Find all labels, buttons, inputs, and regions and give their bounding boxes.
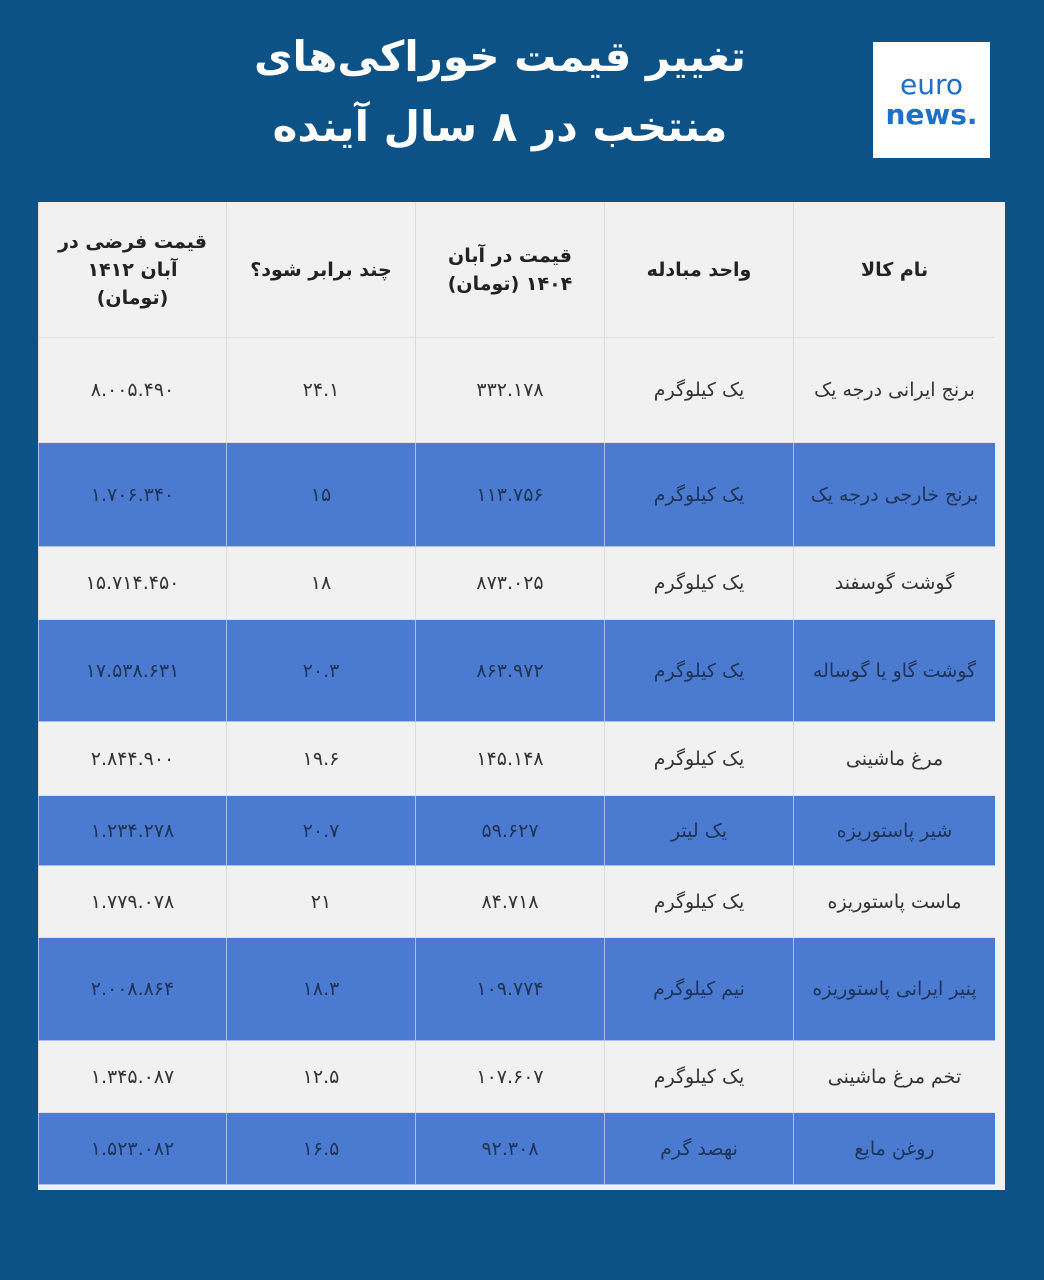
cell-product-name: برنج ایرانی درجه یک xyxy=(793,338,995,443)
cell-product-name: گوشت گاو یا گوساله xyxy=(793,620,995,722)
cell-price-1412: ۱۷.۵۳۸.۶۳۱ xyxy=(38,620,226,722)
table-row: شیر پاستوریزه یک لیتر ۵۹.۶۲۷ ۲۰.۷ ۱.۲۳۴.۲۷۸ xyxy=(38,796,995,866)
cell-price-1404: ۱۰۹.۷۷۴ xyxy=(415,938,604,1041)
table-row: مرغ ماشینی یک کیلوگرم ۱۴۵.۱۴۸ ۱۹.۶ ۲.۸۴۴.۹۰۰ xyxy=(38,722,995,796)
cell-multiplier: ۲۰.۳ xyxy=(226,620,415,722)
cell-price-1404: ۵۹.۶۲۷ xyxy=(415,796,604,866)
header-unit: واحد مبادله xyxy=(604,202,793,338)
price-table: نام کالا واحد مبادله قیمت در آبان ۱۴۰۴ (تو… xyxy=(38,202,1005,1190)
page-title: تغییر قیمت خوراکی‌های منتخب در ۸ سال آین… xyxy=(200,22,800,162)
title-line-1: تغییر قیمت خوراکی‌های xyxy=(254,32,746,81)
cell-multiplier: ۲۰.۷ xyxy=(226,796,415,866)
header-multiplier: چند برابر شود؟ xyxy=(226,202,415,338)
cell-unit: یک کیلوگرم xyxy=(604,866,793,938)
cell-price-1404: ۹۲.۳۰۸ xyxy=(415,1113,604,1185)
cell-multiplier: ۱۹.۶ xyxy=(226,722,415,796)
cell-price-1412: ۸.۰۰۵.۴۹۰ xyxy=(38,338,226,443)
table-row: برنج خارجی درجه یک یک کیلوگرم ۱۱۳.۷۵۶ ۱۵ ۱.۷… xyxy=(38,443,995,547)
cell-price-1404: ۸۴.۷۱۸ xyxy=(415,866,604,938)
header-product-name: نام کالا xyxy=(793,202,995,338)
cell-multiplier: ۲۱ xyxy=(226,866,415,938)
cell-multiplier: ۱۵ xyxy=(226,443,415,547)
header-price-1412: قیمت فرضی در آبان ۱۴۱۲ (تومان) xyxy=(38,202,226,338)
cell-unit: نیم کیلوگرم xyxy=(604,938,793,1041)
cell-unit: یک کیلوگرم xyxy=(604,547,793,620)
cell-price-1412: ۲.۸۴۴.۹۰۰ xyxy=(38,722,226,796)
table-row: ماست پاستوریزه یک کیلوگرم ۸۴.۷۱۸ ۲۱ ۱.۷۷۹.۰۷… xyxy=(38,866,995,938)
cell-multiplier: ۲۴.۱ xyxy=(226,338,415,443)
cell-unit: یک کیلوگرم xyxy=(604,620,793,722)
title-line-2: منتخب در ۸ سال آینده xyxy=(272,102,728,151)
table-row: گوشت گاو یا گوساله یک کیلوگرم ۸۶۳.۹۷۲ ۲۰.۳ ۱… xyxy=(38,620,995,722)
logo-line-2: news. xyxy=(885,98,978,131)
table-row: برنج ایرانی درجه یک یک کیلوگرم ۳۳۲.۱۷۸ ۲۴.۱… xyxy=(38,338,995,443)
cell-multiplier: ۱۶.۵ xyxy=(226,1113,415,1185)
cell-price-1404: ۸۷۳.۰۲۵ xyxy=(415,547,604,620)
cell-price-1404: ۱۰۷.۶۰۷ xyxy=(415,1041,604,1113)
cell-product-name: شیر پاستوریزه xyxy=(793,796,995,866)
cell-price-1412: ۱۵.۷۱۴.۴۵۰ xyxy=(38,547,226,620)
table-grid: نام کالا واحد مبادله قیمت در آبان ۱۴۰۴ (تو… xyxy=(38,202,995,1185)
table-header-row: نام کالا واحد مبادله قیمت در آبان ۱۴۰۴ (تو… xyxy=(38,202,995,338)
cell-unit: یک کیلوگرم xyxy=(604,443,793,547)
cell-price-1412: ۱.۵۲۳.۰۸۲ xyxy=(38,1113,226,1185)
cell-price-1412: ۱.۷۰۶.۳۴۰ xyxy=(38,443,226,547)
table-row: روغن مایع نهصد گرم ۹۲.۳۰۸ ۱۶.۵ ۱.۵۲۳.۰۸۲ xyxy=(38,1113,995,1185)
cell-product-name: گوشت گوسفند xyxy=(793,547,995,620)
cell-price-1412: ۱.۳۴۵.۰۸۷ xyxy=(38,1041,226,1113)
cell-price-1404: ۸۶۳.۹۷۲ xyxy=(415,620,604,722)
cell-product-name: مرغ ماشینی xyxy=(793,722,995,796)
cell-multiplier: ۱۸ xyxy=(226,547,415,620)
cell-product-name: ماست پاستوریزه xyxy=(793,866,995,938)
table-row: پنیر ایرانی پاستوریزه نیم کیلوگرم ۱۰۹.۷۷۴ ۱… xyxy=(38,938,995,1041)
cell-unit: یک کیلوگرم xyxy=(604,338,793,443)
cell-unit: یک لیتر xyxy=(604,796,793,866)
cell-price-1412: ۱.۷۷۹.۰۷۸ xyxy=(38,866,226,938)
cell-unit: نهصد گرم xyxy=(604,1113,793,1185)
table-row: گوشت گوسفند یک کیلوگرم ۸۷۳.۰۲۵ ۱۸ ۱۵.۷۱۴.۴۵۰ xyxy=(38,547,995,620)
cell-multiplier: ۱۲.۵ xyxy=(226,1041,415,1113)
cell-unit: یک کیلوگرم xyxy=(604,722,793,796)
euronews-logo: euro news. xyxy=(873,42,990,158)
cell-price-1404: ۳۳۲.۱۷۸ xyxy=(415,338,604,443)
cell-price-1412: ۱.۲۳۴.۲۷۸ xyxy=(38,796,226,866)
cell-price-1404: ۱۴۵.۱۴۸ xyxy=(415,722,604,796)
cell-product-name: برنج خارجی درجه یک xyxy=(793,443,995,547)
header-price-1404: قیمت در آبان ۱۴۰۴ (تومان) xyxy=(415,202,604,338)
cell-product-name: روغن مایع xyxy=(793,1113,995,1185)
logo-line-1: euro xyxy=(900,68,963,101)
cell-unit: یک کیلوگرم xyxy=(604,1041,793,1113)
cell-price-1404: ۱۱۳.۷۵۶ xyxy=(415,443,604,547)
cell-price-1412: ۲.۰۰۸.۸۶۴ xyxy=(38,938,226,1041)
cell-product-name: پنیر ایرانی پاستوریزه xyxy=(793,938,995,1041)
cell-multiplier: ۱۸.۳ xyxy=(226,938,415,1041)
table-row: تخم مرغ ماشینی یک کیلوگرم ۱۰۷.۶۰۷ ۱۲.۵ ۱.۳۴۵… xyxy=(38,1041,995,1113)
cell-product-name: تخم مرغ ماشینی xyxy=(793,1041,995,1113)
